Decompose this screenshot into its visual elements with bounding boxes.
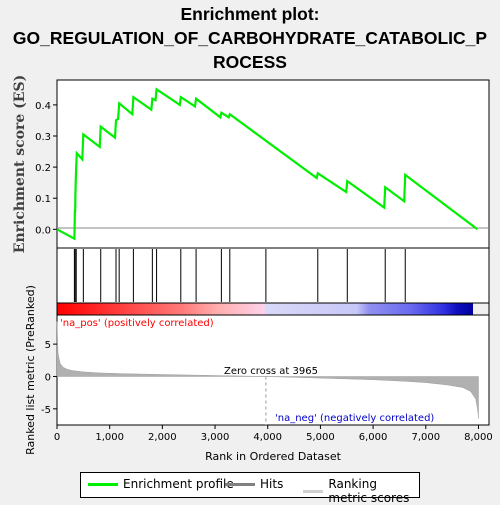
es-y-tick-label-1: 0.1: [35, 194, 51, 205]
x-tick-label-7: 7,000: [411, 432, 440, 443]
es-y-tick-label-2: 0.2: [35, 163, 51, 174]
metric-y-tick-label-1: 0: [45, 372, 51, 383]
legend-enrichment-label: Enrichment profile: [123, 477, 234, 491]
zero-cross-annotation: Zero cross at 3965: [224, 366, 318, 377]
legend-hits-label: Hits: [260, 477, 284, 491]
chart-title: Enrichment plot: GO_REGULATION_OF_CARBOH…: [0, 2, 500, 74]
rank-color-bar: [57, 303, 473, 315]
es-y-axis-label: Enrichment score (ES): [12, 75, 28, 253]
legend-hits: Hits: [225, 477, 283, 491]
x-tick-label-0: 0: [54, 432, 60, 443]
pos-annotation: 'na_pos' (positively correlated): [60, 318, 214, 329]
metric-y-axis-label: Ranked list metric (PreRanked): [24, 285, 37, 455]
legend: Enrichment profile Hits Ranking metric s…: [80, 472, 420, 505]
x-tick-label-3: 3,000: [201, 432, 230, 443]
legend-enrichment-swatch: [88, 482, 118, 486]
x-tick-label-4: 4,000: [253, 432, 282, 443]
es-y-tick-label-4: 0.4: [35, 101, 51, 112]
x-tick-label-2: 2,000: [148, 432, 177, 443]
x-tick-label-8: 8,000: [464, 432, 493, 443]
neg-annotation: 'na_neg' (negatively correlated): [275, 413, 434, 424]
es-panel: [56, 79, 490, 249]
es-y-tick-label-3: 0.3: [35, 132, 51, 143]
legend-ranking-label: Ranking metric scores: [328, 477, 410, 505]
x-axis-label: Rank in Ordered Dataset: [205, 450, 342, 463]
x-tick-label-1: 1,000: [95, 432, 124, 443]
es-y-tick-label-0: 0.0: [35, 225, 51, 236]
title-line-2: GO_REGULATION_OF_CARBOHYDRATE_CATABOLIC_…: [12, 28, 488, 48]
x-tick-label-6: 6,000: [359, 432, 388, 443]
title-line-1: Enrichment plot:: [180, 4, 320, 24]
metric-y-ticks: -5 0 5: [41, 340, 57, 416]
legend-hits-swatch: [225, 482, 255, 486]
legend-ranking-swatch: [303, 489, 324, 493]
hits-panel: [56, 247, 490, 304]
legend-enrichment: Enrichment profile: [88, 477, 234, 491]
title-line-3: ROCESS: [213, 52, 287, 72]
metric-x-ticks: 0 1,000 2,000 3,000 4,000 5,000 6,000 7,000 8,00…: [54, 425, 493, 443]
x-tick-label-5: 5,000: [306, 432, 335, 443]
metric-y-tick-label-2: 5: [45, 340, 51, 351]
metric-panel: [56, 314, 490, 426]
es-y-ticks: 0.0 0.1 0.2 0.3 0.4: [35, 101, 57, 236]
metric-y-tick-label-0: -5: [41, 405, 51, 416]
legend-ranking: Ranking metric scores: [303, 477, 419, 505]
enrichment-profile-line: [56, 87, 479, 241]
hit-marks: [73, 249, 406, 302]
